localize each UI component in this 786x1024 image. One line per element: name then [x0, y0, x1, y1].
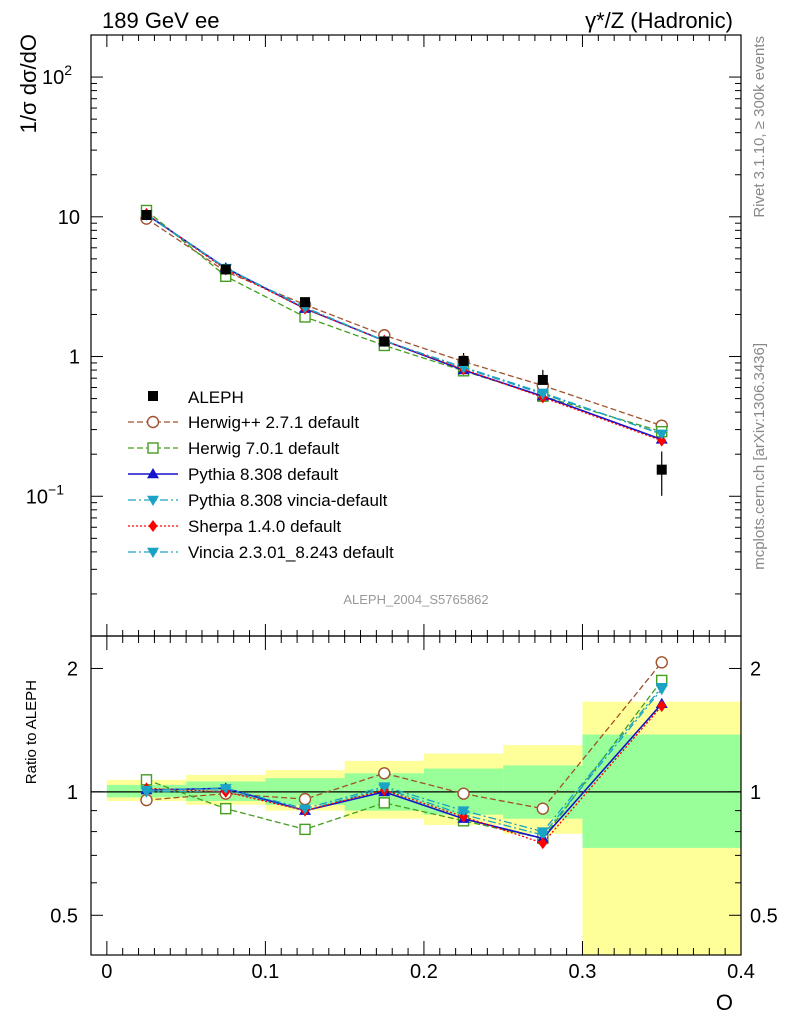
ratio-series-0-point-4 [457, 787, 470, 800]
ratio-series-5-point-6 [655, 683, 668, 694]
aleph-data-point-2 [300, 297, 311, 308]
aleph-data-point-3 [379, 336, 390, 347]
ratio-ytick-label-right: 1 [750, 782, 761, 804]
ratio-frame [90, 635, 742, 956]
x-tick-label: 0 [101, 961, 112, 983]
x-tick-label: 0.3 [569, 961, 597, 983]
main-ytick-exponent: −1 [48, 481, 64, 497]
ratio-ytick-label-left: 2 [67, 658, 78, 680]
x-tick-label: 0.4 [727, 961, 755, 983]
x-tick-label: 0.2 [410, 961, 438, 983]
aleph-data-point-0 [141, 210, 152, 221]
legend-label-4: Sherpa 1.4.0 default [188, 517, 341, 536]
ratio-ytick-label-left: 1 [67, 782, 78, 804]
legend-marker-0 [146, 415, 160, 429]
ratio-series-layer [140, 656, 668, 850]
plot-title-left: 189 GeV ee [102, 8, 219, 33]
legend-marker-4 [148, 520, 158, 532]
main-series-layer [140, 204, 668, 496]
legend-label-2: Pythia 8.308 default [188, 465, 339, 484]
ratio-series-5-point-3 [378, 782, 391, 793]
ratio-axes: 0.5 0.5 1 1 2 2 0 0.1 0.2 0.3 0.4 [50, 635, 778, 983]
ratio-series-0-point-6 [655, 656, 668, 669]
ratio-ytick-label-right: 2 [750, 658, 761, 680]
ratio-series-5-point-5 [536, 827, 549, 838]
main-ytick-label: 10 [58, 207, 80, 229]
x-axis-label: O [716, 990, 733, 1015]
ratio-series-5-point-4 [457, 806, 470, 817]
legend-marker-5 [147, 547, 159, 558]
aleph-data-point-1 [220, 264, 231, 275]
legend-label-aleph: ALEPH [188, 388, 244, 407]
aleph-data-point-5 [537, 374, 548, 385]
legend-label-3: Pythia 8.308 vincia-default [188, 491, 388, 510]
ratio-series-4-point-5 [538, 837, 548, 850]
ratio-uncertainty-bands [106, 701, 741, 955]
main-series-4-point-6 [657, 434, 667, 447]
legend: ALEPH Herwig++ 2.7.1 default Herwig 7.0.1 … [128, 388, 394, 562]
legend-marker-aleph [148, 391, 158, 401]
ratio-series-1-point-1 [220, 802, 232, 815]
legend-marker-1 [147, 442, 159, 454]
legend-label-1: Herwig 7.0.1 default [188, 439, 339, 458]
main-y-axis-label: 1/σ dσ/dO [16, 34, 41, 133]
aleph-data-point-6 [656, 464, 667, 475]
analysis-watermark: ALEPH_2004_S5765862 [343, 592, 488, 607]
plot-title-right: γ*/Z (Hadronic) [585, 8, 733, 33]
aleph-data-point-4 [458, 355, 469, 366]
main-series-5-point-6 [655, 429, 668, 440]
mcplots-label: mcplots.cern.ch [arXiv:1306.3436] [751, 343, 768, 570]
ratio-series-5-point-1 [219, 784, 232, 795]
legend-label-5: Vincia 2.3.01_8.243 default [188, 543, 394, 562]
ratio-ytick-label-right: 0.5 [750, 905, 778, 927]
x-tick-label: 0.1 [251, 961, 279, 983]
ratio-series-5-point-2 [299, 804, 312, 815]
legend-label-0: Herwig++ 2.7.1 default [188, 413, 359, 432]
ratio-ytick-label-left: 0.5 [50, 905, 78, 927]
ratio-band-green-6 [582, 734, 741, 848]
ratio-series-0-point-2 [298, 792, 312, 806]
ratio-series-4-point-4 [459, 810, 469, 823]
main-ytick-label: 102 [42, 62, 72, 89]
ratio-y-axis-label: Ratio to ALEPH [23, 680, 40, 784]
main-series-5-point-5 [536, 389, 549, 400]
ratio-series-4-point-6 [657, 699, 667, 712]
legend-marker-3 [147, 495, 159, 506]
main-ytick-exponent: 2 [64, 62, 72, 78]
ratio-series-1-point-3 [378, 797, 390, 809]
main-ytick-label: 1 [69, 347, 80, 369]
ratio-series-5-point-0 [140, 785, 153, 797]
ratio-series-0-point-5 [536, 802, 550, 815]
ratio-series-0-point-3 [378, 767, 391, 780]
main-series-5-point-4 [457, 363, 470, 374]
main-axes: 102 10 1 10−1 [26, 34, 742, 637]
main-ytick-label: 10−1 [26, 481, 64, 508]
ratio-series-1-point-2 [299, 823, 311, 836]
legend-marker-2 [147, 468, 159, 479]
rivet-label: Rivet 3.1.10, ≥ 300k events [751, 36, 768, 218]
